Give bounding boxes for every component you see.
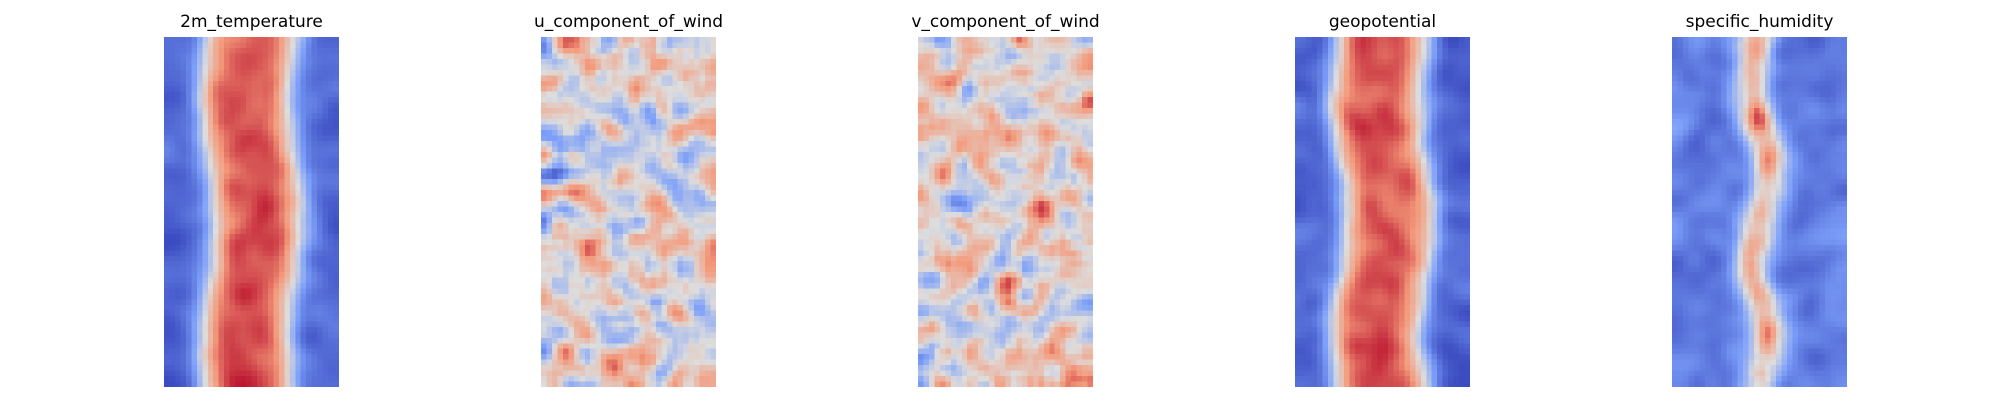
heatmap-geopotential xyxy=(1295,37,1470,387)
heatmap-u_component_of_wind xyxy=(541,37,716,387)
heatmap-2m_temperature xyxy=(164,37,339,387)
heatmap-v_component_of_wind xyxy=(918,37,1093,387)
chart-title: v_component_of_wind xyxy=(911,12,1100,32)
chart-title: 2m_temperature xyxy=(180,12,323,32)
heatmap-specific_humidity xyxy=(1672,37,1847,387)
chart-title: u_component_of_wind xyxy=(533,12,724,32)
chart-title: specific_humidity xyxy=(1685,12,1834,32)
chart-title: geopotential xyxy=(1328,12,1437,32)
